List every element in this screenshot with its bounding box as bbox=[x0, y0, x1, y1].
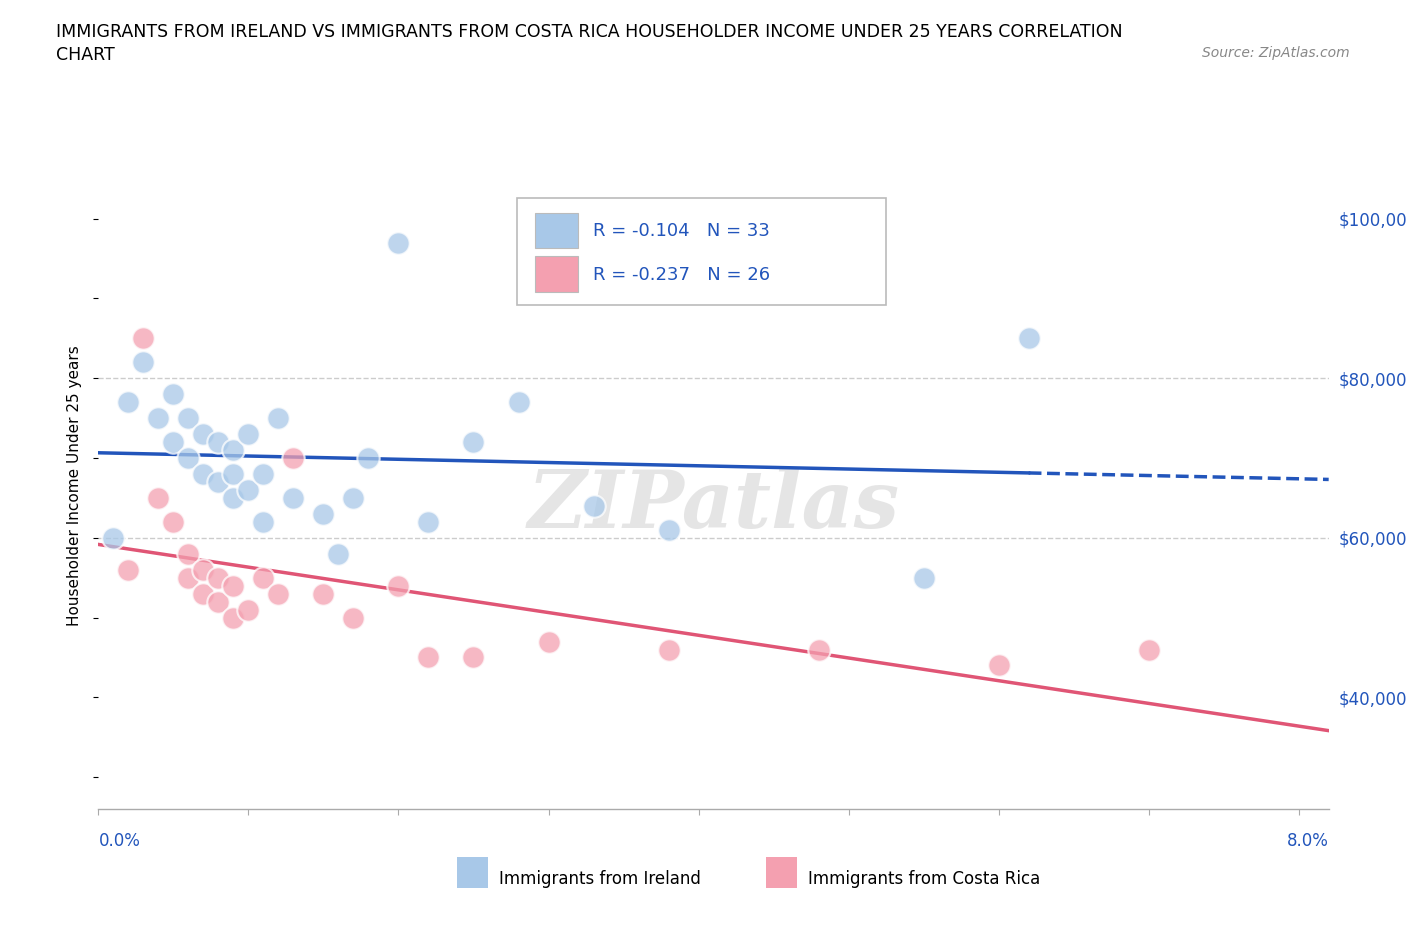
Point bbox=[222, 490, 245, 505]
Point bbox=[207, 570, 229, 585]
Point bbox=[132, 355, 155, 370]
Point bbox=[238, 602, 260, 617]
Point bbox=[222, 578, 245, 593]
Point bbox=[807, 642, 830, 657]
Point bbox=[222, 443, 245, 458]
Point bbox=[267, 411, 290, 426]
Point bbox=[418, 650, 440, 665]
Point bbox=[283, 490, 305, 505]
Point bbox=[342, 490, 364, 505]
Point bbox=[267, 586, 290, 601]
Text: 0.0%: 0.0% bbox=[98, 832, 141, 850]
Text: R = -0.237   N = 26: R = -0.237 N = 26 bbox=[593, 266, 770, 284]
Point bbox=[177, 450, 200, 465]
Point bbox=[312, 507, 335, 522]
Point bbox=[987, 658, 1010, 673]
Point bbox=[508, 394, 530, 409]
Point bbox=[283, 450, 305, 465]
Point bbox=[418, 514, 440, 529]
Text: Immigrants from Ireland: Immigrants from Ireland bbox=[499, 870, 702, 888]
Point bbox=[177, 546, 200, 561]
Point bbox=[537, 634, 560, 649]
Y-axis label: Householder Income Under 25 years: Householder Income Under 25 years bbox=[67, 346, 83, 626]
Point bbox=[117, 563, 139, 578]
Point bbox=[207, 594, 229, 609]
Point bbox=[162, 434, 184, 449]
Point bbox=[328, 546, 350, 561]
Point bbox=[103, 530, 125, 545]
Point bbox=[193, 563, 215, 578]
Point bbox=[238, 427, 260, 442]
Point bbox=[252, 514, 274, 529]
Point bbox=[252, 570, 274, 585]
Bar bbox=[536, 257, 578, 292]
Point bbox=[357, 450, 380, 465]
Text: Immigrants from Costa Rica: Immigrants from Costa Rica bbox=[808, 870, 1040, 888]
Point bbox=[342, 610, 364, 625]
Point bbox=[1137, 642, 1160, 657]
Point bbox=[117, 394, 139, 409]
Bar bbox=[536, 213, 578, 248]
Point bbox=[148, 490, 170, 505]
Point bbox=[582, 498, 605, 513]
Point bbox=[312, 586, 335, 601]
Point bbox=[207, 474, 229, 489]
Text: 8.0%: 8.0% bbox=[1286, 832, 1329, 850]
Text: R = -0.104   N = 33: R = -0.104 N = 33 bbox=[593, 221, 770, 240]
Point bbox=[207, 434, 229, 449]
Point bbox=[238, 483, 260, 498]
Point bbox=[193, 427, 215, 442]
Text: Source: ZipAtlas.com: Source: ZipAtlas.com bbox=[1202, 46, 1350, 60]
Bar bbox=[517, 198, 886, 305]
Point bbox=[1018, 331, 1040, 346]
Point bbox=[177, 570, 200, 585]
Point bbox=[657, 642, 679, 657]
Point bbox=[463, 434, 485, 449]
Point bbox=[162, 387, 184, 402]
Point bbox=[387, 578, 409, 593]
Point bbox=[162, 514, 184, 529]
Point bbox=[387, 235, 409, 250]
Point bbox=[193, 467, 215, 482]
Text: CHART: CHART bbox=[56, 46, 115, 64]
Text: ZIPatlas: ZIPatlas bbox=[527, 467, 900, 544]
Point bbox=[148, 411, 170, 426]
Point bbox=[252, 467, 274, 482]
Text: IMMIGRANTS FROM IRELAND VS IMMIGRANTS FROM COSTA RICA HOUSEHOLDER INCOME UNDER 2: IMMIGRANTS FROM IRELAND VS IMMIGRANTS FR… bbox=[56, 23, 1123, 41]
Point bbox=[222, 467, 245, 482]
Point bbox=[222, 610, 245, 625]
Point bbox=[912, 570, 935, 585]
Point bbox=[177, 411, 200, 426]
Point bbox=[193, 586, 215, 601]
Point bbox=[657, 523, 679, 538]
Point bbox=[463, 650, 485, 665]
Point bbox=[132, 331, 155, 346]
